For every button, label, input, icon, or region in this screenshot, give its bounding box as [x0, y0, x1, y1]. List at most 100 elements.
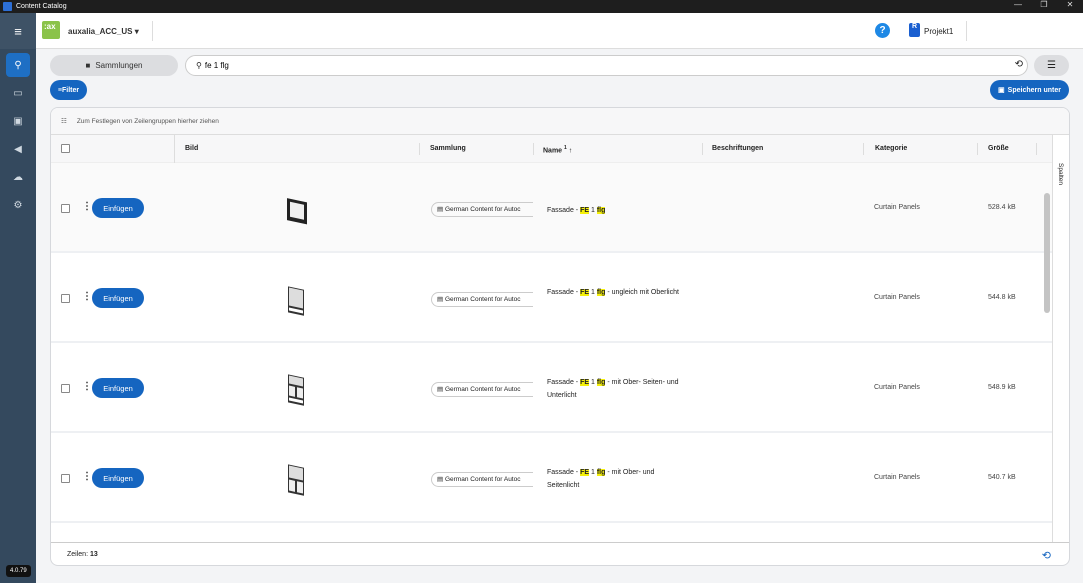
- results-table: ☷ Zum Festlegen von Zeilengruppen hierher…: [50, 107, 1070, 566]
- group-icon: ☷: [61, 118, 67, 125]
- name-part: - ungleich mit Oberlicht: [605, 289, 679, 296]
- minimize-button[interactable]: —: [1014, 0, 1022, 9]
- row-group-dropzone[interactable]: ☷ Zum Festlegen von Zeilengruppen hierher…: [51, 108, 1069, 135]
- sidebar-item-cloud[interactable]: ☁: [6, 165, 30, 189]
- columns-panel-label: Spalten: [1057, 163, 1064, 186]
- search-input[interactable]: [204, 61, 985, 70]
- collection-chip[interactable]: ▤ German Content for Autoc: [431, 202, 533, 217]
- tenant-selector[interactable]: auxalia_ACC_US ▾: [68, 27, 139, 36]
- sort-index: 1: [564, 145, 567, 151]
- table-row[interactable]: ⋮ Einfügen ▤ German Content for Autoc Fa…: [51, 433, 1052, 523]
- collection-icon: ▤: [437, 296, 444, 303]
- collection-chip[interactable]: ▤ German Content for Autoc: [431, 382, 533, 397]
- insert-button[interactable]: Einfügen: [92, 198, 144, 218]
- collection-name: German Content for Autoc: [444, 206, 521, 213]
- sidebar-item-search[interactable]: ⚲: [6, 53, 30, 77]
- search-bar[interactable]: ⚲ ⟲: [185, 55, 1028, 76]
- save-icon: ▣: [13, 115, 23, 127]
- row-checkbox[interactable]: [61, 294, 70, 303]
- name-part: Fassade -: [547, 289, 581, 296]
- row-checkbox[interactable]: [61, 474, 70, 483]
- item-name: Fassade - FE 1 flg - mit Ober- Seiten- u…: [547, 376, 687, 402]
- more-options-icon[interactable]: ⋮: [82, 471, 92, 482]
- row-count: 13: [89, 551, 98, 558]
- save-as-button[interactable]: ▣ Speichern unter: [990, 80, 1069, 100]
- chevron-down-icon: ▾: [134, 27, 139, 36]
- history-icon[interactable]: ⟲: [1014, 59, 1023, 70]
- restore-button[interactable]: ❐: [1040, 0, 1048, 9]
- sidebar-item-campaign[interactable]: ◀: [6, 137, 30, 161]
- menu-icon[interactable]: ≡: [0, 13, 36, 49]
- vertical-scrollbar[interactable]: [1044, 193, 1050, 313]
- help-icon[interactable]: ?: [875, 23, 890, 38]
- sort-ascending-icon: ↑: [568, 147, 573, 155]
- more-options-icon[interactable]: ⋮: [82, 381, 92, 392]
- collection-chip[interactable]: ▤ German Content for Autoc: [431, 292, 533, 307]
- family-thumbnail: [287, 198, 307, 225]
- tenant-logo: :ax: [42, 21, 60, 39]
- gear-icon: ⚙: [13, 199, 23, 211]
- columns-panel-toggle[interactable]: Spalten: [1052, 135, 1069, 542]
- search-highlight: FE: [580, 289, 590, 296]
- table-row[interactable]: ⋮ Einfügen ▤ German Content for Autoc Fa…: [51, 253, 1052, 343]
- folder-icon: ▭: [13, 87, 23, 99]
- filter-button[interactable]: ≡ Filter: [50, 80, 87, 100]
- revit-icon: R: [909, 23, 920, 37]
- item-name: Fassade - FE 1 flg: [547, 204, 687, 217]
- collection-name: German Content for Autoc: [444, 476, 521, 483]
- column-name-label: Name: [543, 147, 563, 155]
- item-name: Fassade - FE 1 flg - mit Ober- und Seite…: [547, 466, 687, 492]
- column-size[interactable]: Größe: [988, 145, 1009, 152]
- cloud-upload-icon: ☁: [13, 171, 23, 183]
- search-highlight: FE: [580, 469, 590, 476]
- collection-chip[interactable]: ▤ German Content for Autoc: [431, 472, 533, 487]
- collection-icon: ▤: [437, 476, 444, 483]
- column-header: Bild Sammlung Name 1 ↑ Beschriftungen Ka…: [51, 135, 1052, 163]
- name-part: - mit Ober- Seiten- und Unterlicht: [547, 379, 679, 399]
- size-cell: 540.7 kB: [988, 474, 1016, 481]
- name-part: 1: [589, 289, 597, 296]
- title-bar: Content Catalog — ❐ ✕: [0, 0, 1083, 13]
- category-cell: Curtain Panels: [874, 294, 920, 301]
- divider: [966, 21, 967, 41]
- name-part: Fassade -: [547, 469, 581, 476]
- sidebar-item-folder[interactable]: ▭: [6, 81, 30, 105]
- column-collection[interactable]: Sammlung: [430, 145, 466, 152]
- folder-icon: ■: [85, 61, 91, 70]
- project-name: Projekt1: [924, 27, 954, 36]
- close-button[interactable]: ✕: [1066, 0, 1074, 9]
- divider: [152, 21, 153, 41]
- table-row[interactable]: ⋮ Einfügen ▤ German Content for Autoc Fa…: [51, 163, 1052, 253]
- name-part: Fassade -: [547, 379, 581, 386]
- sidebar-item-save[interactable]: ▣: [6, 109, 30, 133]
- column-image[interactable]: Bild: [185, 145, 199, 152]
- collection-icon: ▤: [437, 206, 444, 213]
- window-title: Content Catalog: [16, 3, 67, 10]
- name-part: 1: [589, 207, 597, 214]
- collection-name: German Content for Autoc: [444, 296, 521, 303]
- search-highlight: flg: [596, 379, 606, 386]
- column-name[interactable]: Name 1 ↑: [543, 145, 572, 154]
- sidebar-item-settings[interactable]: ⚙: [6, 193, 30, 217]
- insert-button[interactable]: Einfügen: [92, 378, 144, 398]
- more-options-icon[interactable]: ⋮: [82, 201, 92, 212]
- refresh-icon[interactable]: ⟲: [1041, 550, 1051, 562]
- table-row[interactable]: ⋮ Einfügen ▤ German Content for Autoc Fa…: [51, 343, 1052, 433]
- search-icon: ⚲: [14, 59, 22, 71]
- tune-button[interactable]: ☰: [1034, 55, 1069, 76]
- collections-button[interactable]: ■ Sammlungen: [50, 55, 178, 76]
- insert-button[interactable]: Einfügen: [92, 288, 144, 308]
- table-footer: Zeilen: 13 ⟲: [51, 542, 1069, 565]
- insert-button[interactable]: Einfügen: [92, 468, 144, 488]
- column-labels[interactable]: Beschriftungen: [712, 145, 764, 152]
- collection-icon: ▤: [437, 386, 444, 393]
- name-part: 1: [589, 379, 597, 386]
- row-checkbox[interactable]: [61, 384, 70, 393]
- row-checkbox[interactable]: [61, 204, 70, 213]
- family-thumbnail: [288, 374, 304, 406]
- column-category[interactable]: Kategorie: [875, 145, 908, 152]
- select-all-checkbox[interactable]: [61, 144, 70, 153]
- more-options-icon[interactable]: ⋮: [82, 291, 92, 302]
- sliders-icon: ☰: [1047, 60, 1056, 71]
- sidebar: ≡ ⚲ ▭ ▣ ◀ ☁ ⚙ 4.0.79: [0, 13, 36, 583]
